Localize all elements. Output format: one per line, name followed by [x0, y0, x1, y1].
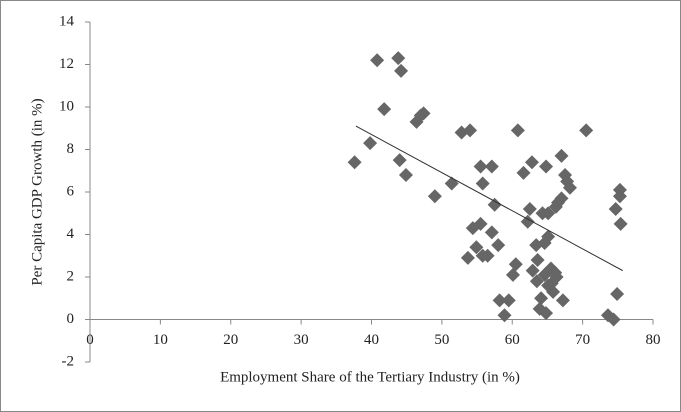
point — [530, 253, 545, 267]
point — [529, 274, 544, 289]
y-tick-label: -2 — [62, 353, 75, 369]
point — [579, 123, 594, 138]
point — [497, 308, 512, 323]
point — [554, 148, 569, 163]
point — [473, 216, 488, 231]
x-tick-label: 10 — [153, 332, 168, 348]
point — [612, 189, 627, 204]
x-tick-label: 40 — [364, 332, 379, 348]
point — [555, 293, 570, 308]
point — [391, 51, 406, 66]
point — [473, 159, 488, 174]
point — [522, 202, 537, 216]
trendline — [355, 125, 623, 272]
point — [347, 155, 362, 170]
y-tick-label: 2 — [67, 268, 75, 284]
point — [546, 284, 561, 299]
point — [549, 270, 564, 284]
point — [610, 287, 625, 301]
point — [427, 189, 442, 204]
point — [525, 263, 540, 278]
point — [463, 123, 478, 138]
point — [416, 106, 431, 121]
point — [469, 240, 484, 255]
y-tick-label: 0 — [67, 311, 75, 327]
point — [484, 225, 499, 240]
point — [608, 202, 623, 216]
point — [541, 229, 556, 244]
point — [508, 257, 523, 272]
point — [505, 267, 520, 282]
point — [480, 248, 495, 263]
y-tick-label: 6 — [67, 183, 75, 199]
y-tick-label: 4 — [67, 226, 75, 242]
point — [554, 191, 569, 206]
point — [491, 238, 506, 253]
point — [363, 136, 378, 151]
point — [377, 102, 392, 117]
point — [501, 293, 516, 308]
x-tick-label: 20 — [223, 332, 238, 348]
point — [370, 53, 385, 68]
point — [562, 180, 577, 195]
x-axis-label: Employment Share of the Tertiary Industr… — [220, 369, 520, 385]
point — [484, 159, 499, 174]
point — [613, 216, 628, 231]
point — [541, 206, 556, 221]
y-tick-label: 12 — [59, 56, 74, 72]
point — [392, 153, 407, 168]
y-tick-label: 14 — [59, 13, 75, 29]
point — [510, 123, 525, 138]
point — [534, 291, 549, 306]
x-tick-label: 0 — [86, 332, 94, 348]
point — [516, 165, 531, 180]
point — [524, 155, 539, 170]
y-tick-label: 10 — [59, 98, 74, 114]
point — [460, 250, 475, 265]
point — [539, 159, 554, 174]
point — [492, 293, 507, 308]
point — [539, 306, 554, 321]
x-tick-label: 70 — [575, 332, 590, 348]
point — [398, 168, 413, 182]
x-tick-label: 60 — [505, 332, 520, 348]
x-tick-label: 30 — [294, 332, 309, 348]
point — [606, 312, 621, 327]
point — [487, 197, 502, 212]
y-tick-label: 8 — [67, 141, 75, 157]
x-tick-label: 80 — [646, 332, 661, 348]
x-tick-label: 50 — [434, 332, 449, 348]
point — [394, 63, 409, 78]
point — [475, 176, 490, 191]
y-axis-label: Per Capita GDP Growth (in %) — [29, 98, 45, 285]
point — [520, 214, 535, 229]
